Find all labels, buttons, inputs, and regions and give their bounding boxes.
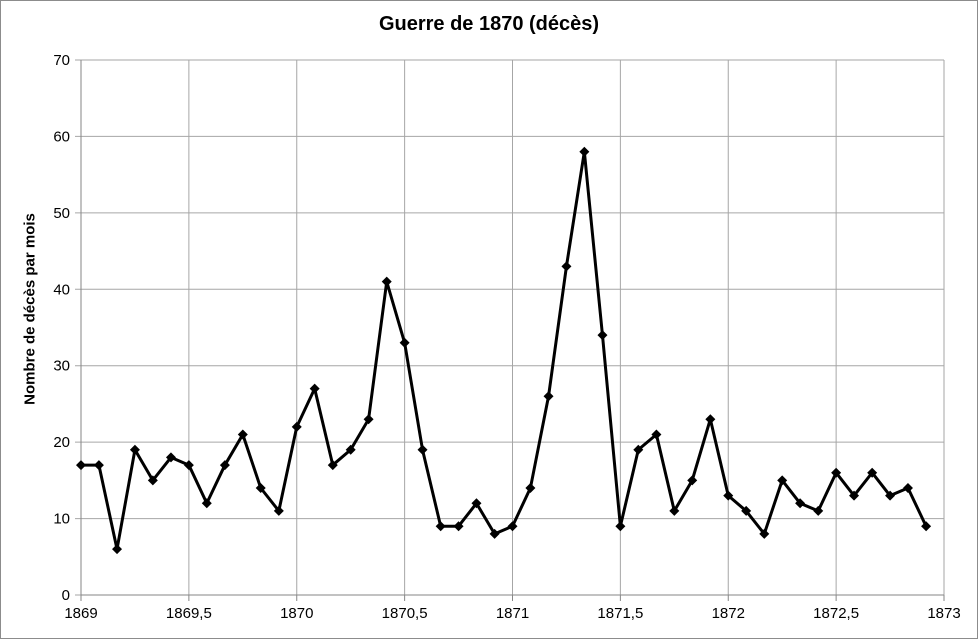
data-point-marker [507, 521, 518, 532]
x-tick-label: 1870 [280, 605, 313, 622]
data-point-marker [813, 505, 824, 516]
data-point-marker [741, 505, 752, 516]
data-point-marker [597, 330, 608, 341]
data-point-marker [525, 483, 536, 493]
chart-title: Guerre de 1870 (décès) [378, 13, 600, 35]
x-tick-label: 1872 [712, 605, 745, 622]
data-point-marker [902, 483, 913, 493]
y-tick-label: 50 [53, 205, 70, 222]
series-line [79, 150, 928, 551]
y-tick-label: 20 [53, 434, 70, 451]
data-point-marker [399, 337, 410, 348]
data-point-marker [921, 521, 932, 532]
data-point-marker [471, 498, 482, 509]
data-point-marker [705, 414, 716, 425]
data-point-marker [363, 414, 374, 425]
data-point-marker [849, 490, 860, 501]
data-point-marker [615, 521, 626, 532]
data-point-marker [93, 460, 104, 471]
x-tick-label: 1870,5 [382, 605, 428, 622]
y-tick-label: 40 [53, 281, 70, 298]
data-point-marker [327, 460, 338, 471]
x-tick-label: 1869,5 [166, 605, 212, 622]
data-point-marker [723, 490, 734, 501]
data-point-marker [669, 505, 680, 516]
data-point-marker [867, 467, 878, 478]
y-tick-label: 0 [62, 587, 70, 604]
data-point-marker [543, 391, 554, 402]
y-tick-label: 30 [53, 358, 70, 375]
data-point-marker [885, 490, 896, 501]
data-point-marker [561, 261, 572, 272]
data-point-marker [633, 444, 644, 455]
data-point-marker [165, 452, 176, 463]
data-point-marker [237, 429, 248, 440]
data-point-marker [201, 498, 212, 509]
data-point-marker [255, 483, 266, 493]
data-point-marker [831, 467, 842, 478]
data-point-marker [417, 444, 428, 455]
data-point-marker [147, 475, 158, 486]
data-point-marker [795, 498, 806, 509]
x-tick-label: 1873 [927, 605, 960, 622]
data-point-marker [489, 528, 500, 539]
data-point-marker [112, 544, 123, 555]
data-point-marker [453, 521, 464, 532]
data-point-marker [291, 421, 302, 432]
data-point-marker [687, 475, 698, 486]
data-point-marker [76, 460, 86, 471]
data-point-marker [309, 383, 320, 394]
data-point-marker [183, 460, 194, 471]
data-point-marker [777, 475, 788, 486]
x-tick-label: 1871,5 [597, 605, 643, 622]
data-point-marker [129, 444, 140, 455]
data-point-marker [579, 146, 590, 157]
data-point-marker [759, 528, 770, 539]
data-point-marker [381, 276, 392, 287]
x-tick-label: 1869 [64, 605, 97, 622]
data-point-marker [219, 460, 230, 471]
y-tick-label: 70 [53, 52, 70, 69]
y-tick-label: 10 [53, 511, 70, 528]
y-tick-label: 60 [53, 128, 70, 145]
data-point-marker [345, 444, 356, 455]
x-tick-label: 1871 [496, 605, 529, 622]
data-point-marker [273, 505, 284, 516]
x-tick-label: 1872,5 [813, 605, 859, 622]
data-point-marker [651, 429, 662, 440]
data-point-marker [435, 521, 446, 532]
